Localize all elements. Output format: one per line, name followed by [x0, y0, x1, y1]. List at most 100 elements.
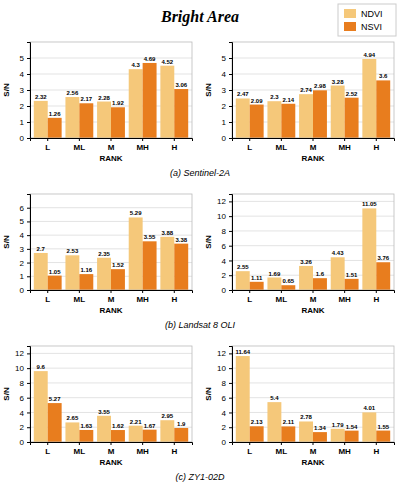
bar [174, 89, 188, 138]
tick-mark [229, 231, 232, 232]
y-tick: 3 [20, 245, 30, 254]
tick-label: 0 [222, 438, 227, 447]
bar [376, 262, 390, 290]
grid [232, 353, 394, 442]
y-tick: 2 [20, 102, 30, 111]
y-tick: 4 [222, 70, 232, 79]
tick-mark [229, 290, 232, 291]
y-tick: 5 [222, 54, 232, 63]
tick-label: 1 [20, 118, 25, 127]
bars [236, 59, 390, 138]
data-label: 2.17 [80, 96, 92, 102]
tick-mark [27, 368, 30, 369]
bar [267, 278, 281, 290]
tick-label: 0 [222, 286, 227, 295]
bar [97, 258, 111, 290]
tick-label: 6 [20, 394, 25, 403]
tick-label: L [247, 447, 252, 456]
tick-label: 2 [20, 423, 25, 432]
bar [48, 403, 62, 442]
x-axis-title: RANK [99, 458, 122, 467]
tick-mark [229, 383, 232, 384]
x-tick: M [310, 290, 317, 304]
panel: 2.322.562.284.34.521.262.171.924.693.06L… [2, 42, 193, 163]
tick-mark [313, 442, 314, 445]
axis-domain [229, 43, 233, 139]
legend-item: NDVI [344, 9, 383, 19]
tick-mark [344, 290, 345, 293]
tick-mark [281, 290, 282, 293]
tick-mark [27, 90, 30, 91]
legend-frame [338, 4, 396, 36]
legend-label: NDVI [361, 9, 383, 19]
tick-label: 5 [222, 54, 227, 63]
y-tick: 0 [222, 438, 232, 447]
tick-mark [229, 90, 232, 91]
y-tick: 12 [15, 349, 30, 358]
x-tick: MH [338, 442, 351, 456]
axis-domain [229, 347, 233, 443]
bar [250, 426, 264, 442]
grid-line [30, 382, 192, 383]
axis-domain [27, 347, 31, 443]
data-label: 1.05 [49, 269, 61, 275]
bar [34, 253, 48, 290]
legend-label: NSVI [361, 22, 382, 32]
x-tick: L [45, 290, 50, 304]
bar [65, 422, 79, 442]
axis-domain [233, 139, 395, 142]
x-tick: H [171, 442, 177, 456]
y-tick: 0 [222, 134, 232, 143]
data-label: 4.52 [161, 59, 173, 65]
tick-mark [47, 442, 48, 445]
tick-mark [376, 138, 377, 141]
data-label: 1.63 [80, 423, 92, 429]
tick-label: 12 [15, 349, 24, 358]
data-label: 3.55 [98, 409, 110, 415]
tick-mark [47, 138, 48, 141]
x-tick: L [45, 138, 50, 152]
y-axis-title: S/N [2, 83, 11, 97]
row-label: (b) Landsat 8 OLI [165, 320, 236, 330]
x-axis-title: RANK [301, 458, 324, 467]
tick-mark [27, 58, 30, 59]
bar [267, 402, 281, 442]
tick-mark [174, 138, 175, 141]
axis-domain [27, 195, 31, 291]
data-label: 1.79 [332, 422, 344, 428]
bar [143, 430, 157, 442]
y-tick: 2 [222, 423, 232, 432]
x-tick: MH [136, 442, 149, 456]
y-tick: 4 [222, 257, 232, 266]
tick-label: 3 [222, 86, 227, 95]
tick-label: 5 [20, 54, 25, 63]
data-labels: 2.72.532.355.293.881.051.161.523.553.38 [37, 210, 188, 274]
data-label: 0.65 [282, 278, 294, 284]
bar [345, 98, 359, 138]
tick-label: M [108, 143, 115, 152]
data-label: 1.51 [346, 272, 358, 278]
y-tick: 4 [20, 231, 30, 240]
bar [236, 271, 250, 290]
data-label: 1.55 [377, 424, 389, 430]
tick-mark [142, 138, 143, 141]
axis-domain [31, 443, 193, 446]
tick-label: MH [338, 447, 351, 456]
data-label: 2.98 [314, 83, 326, 89]
tick-label: 12 [217, 349, 226, 358]
x-axis-title: RANK [99, 306, 122, 315]
x-tick: ML [74, 138, 86, 152]
bar [97, 102, 111, 138]
data-label: 11.64 [235, 349, 250, 355]
tick-label: 0 [20, 286, 25, 295]
tick-mark [229, 122, 232, 123]
tick-label: ML [74, 295, 86, 304]
data-label: 1.6 [316, 271, 325, 277]
data-label: 3.76 [377, 255, 389, 261]
legend-swatch [344, 22, 356, 31]
y-tick: 3 [222, 86, 232, 95]
tick-mark [229, 106, 232, 107]
grid-line [232, 397, 394, 398]
tick-mark [111, 290, 112, 293]
y-axis-title: S/N [204, 83, 213, 97]
